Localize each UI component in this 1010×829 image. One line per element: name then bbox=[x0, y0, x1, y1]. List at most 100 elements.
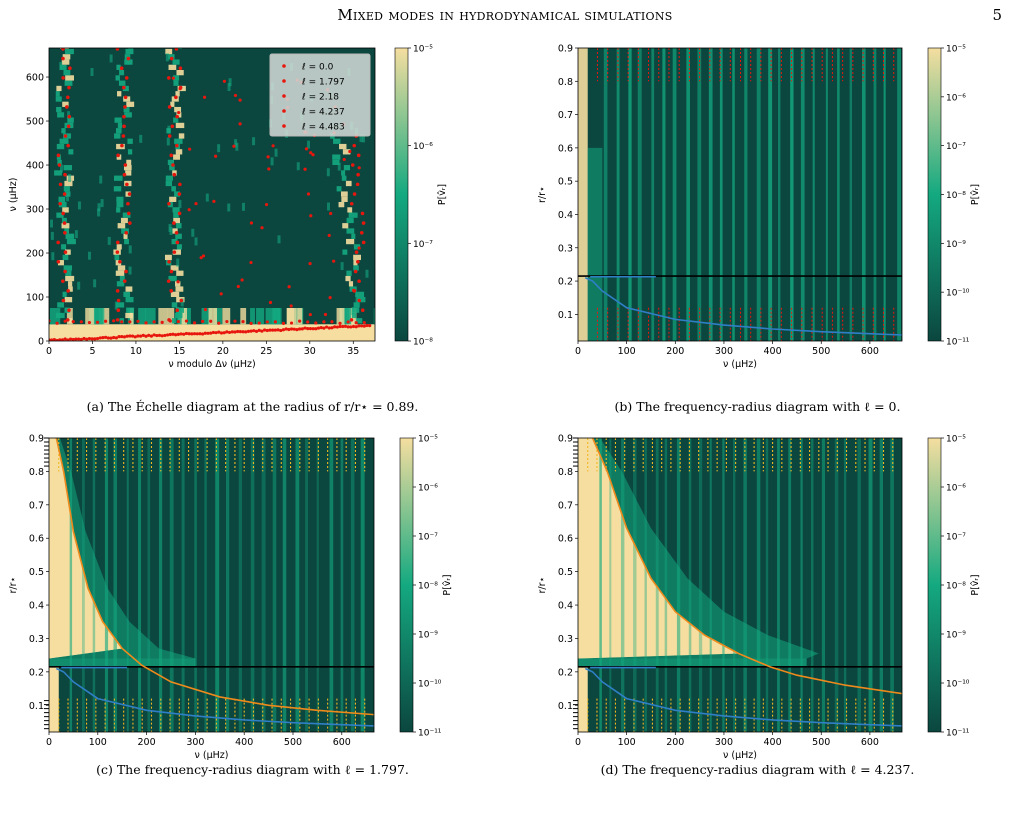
ridge-cell bbox=[63, 165, 73, 171]
mode-marker bbox=[214, 331, 218, 335]
colorbar-tick-label: 10⁻¹⁰ bbox=[946, 289, 970, 299]
colorbar-tick-label: 10⁻⁸ bbox=[946, 191, 966, 201]
ridge-cell bbox=[68, 149, 74, 155]
mode-marker bbox=[361, 240, 366, 245]
mode-marker bbox=[304, 147, 309, 151]
ridge-cell bbox=[114, 133, 121, 139]
scatter-cell bbox=[178, 200, 182, 209]
ridge-cell bbox=[339, 143, 347, 150]
mode-marker bbox=[308, 326, 313, 331]
mode-marker bbox=[63, 250, 68, 254]
mode-ridge bbox=[834, 438, 839, 732]
panel-c: 0 100 200 300 400 500 600 0.1 0.2 0.3 0.4 0.5 0.6 0.7… bbox=[8, 434, 453, 762]
orange-curve bbox=[55, 438, 374, 716]
mode-ridge bbox=[633, 438, 637, 732]
scatter-cell bbox=[68, 174, 72, 183]
legend-marker bbox=[282, 109, 286, 113]
mode-marker bbox=[279, 328, 283, 333]
ridge-cell bbox=[174, 312, 183, 319]
mode-marker bbox=[356, 153, 361, 158]
x-tick-label: 600 bbox=[333, 737, 351, 748]
colorbar-tick-label: 10⁻⁵ bbox=[946, 435, 966, 445]
mode-marker bbox=[203, 331, 207, 335]
mode-ridge bbox=[215, 438, 220, 732]
ridge-cell bbox=[59, 138, 69, 144]
ridge-cell bbox=[61, 59, 70, 65]
ridge-cell bbox=[115, 75, 120, 81]
mode-ridge bbox=[686, 48, 690, 341]
band-cell bbox=[201, 308, 212, 325]
mode-marker bbox=[169, 56, 174, 61]
x-tick-label: 300 bbox=[715, 737, 733, 748]
mode-marker bbox=[276, 328, 280, 332]
y-tick-label: 0.2 bbox=[558, 277, 573, 288]
mode-marker bbox=[61, 298, 66, 303]
band-cell bbox=[93, 308, 105, 325]
mode-marker bbox=[128, 221, 132, 225]
y-tick-label: 0.1 bbox=[558, 701, 573, 712]
band-cell bbox=[346, 308, 357, 325]
scatter-cell bbox=[50, 219, 54, 228]
mode-marker bbox=[57, 163, 62, 167]
y-axis-label: r/r⋆ bbox=[537, 186, 548, 203]
mode-marker bbox=[194, 202, 198, 206]
mode-marker bbox=[333, 325, 337, 329]
mode-marker bbox=[139, 334, 143, 338]
ridge-cell bbox=[116, 281, 125, 287]
mode-marker bbox=[55, 338, 59, 341]
y-tick-label: 0.3 bbox=[29, 634, 44, 645]
mode-marker bbox=[118, 260, 122, 264]
mode-marker bbox=[63, 337, 67, 341]
mode-marker bbox=[165, 333, 170, 337]
colorbar-tick-label: 10⁻⁸ bbox=[418, 582, 438, 592]
y-tick-label: 300 bbox=[26, 205, 44, 216]
mode-marker bbox=[219, 292, 223, 296]
ridge-cell bbox=[355, 291, 365, 298]
mode-ridge bbox=[708, 48, 713, 341]
y-tick-label: 0.2 bbox=[29, 667, 44, 678]
mode-marker bbox=[330, 326, 334, 330]
colorbar-tick-label: 10⁻⁹ bbox=[418, 631, 438, 641]
mode-marker bbox=[160, 334, 164, 338]
mode-marker bbox=[289, 304, 293, 308]
mode-marker bbox=[62, 221, 67, 225]
ridge-cell bbox=[56, 85, 62, 92]
y-tick-label: 400 bbox=[26, 161, 44, 172]
ridge-cell bbox=[57, 159, 62, 166]
mode-marker bbox=[116, 308, 121, 313]
ridge-cell bbox=[63, 265, 73, 271]
ridge-cell bbox=[127, 149, 133, 155]
mode-marker bbox=[306, 320, 310, 324]
mode-marker bbox=[103, 335, 108, 339]
y-tick-label: 0.8 bbox=[558, 467, 573, 478]
ridge-cell bbox=[123, 106, 130, 113]
ridge-cell bbox=[64, 180, 73, 187]
mode-marker bbox=[295, 328, 299, 332]
x-tick-label: 0 bbox=[46, 346, 52, 357]
mode-marker bbox=[323, 312, 328, 317]
mode-marker bbox=[241, 320, 245, 324]
ridge-cell bbox=[113, 186, 122, 192]
x-tick-label: 500 bbox=[812, 346, 830, 357]
mode-marker bbox=[172, 172, 177, 177]
mode-marker bbox=[170, 124, 175, 129]
ridge-cell bbox=[68, 286, 73, 292]
ridge-cell bbox=[65, 75, 74, 81]
mode-marker bbox=[246, 329, 251, 333]
scatter-cell bbox=[128, 245, 132, 254]
mode-marker bbox=[90, 337, 94, 341]
mode-marker bbox=[211, 330, 215, 335]
ridge-cell bbox=[56, 106, 62, 113]
legend-entry: ℓ = 0.0 bbox=[301, 63, 334, 73]
ridge-cell bbox=[167, 159, 175, 166]
mode-ridge bbox=[620, 438, 625, 732]
mode-marker bbox=[352, 192, 357, 196]
band-cell bbox=[222, 308, 231, 325]
ridge-cell bbox=[68, 318, 73, 324]
mode-ridge bbox=[744, 48, 748, 341]
mode-marker bbox=[128, 320, 132, 324]
ridge-cell bbox=[116, 302, 125, 308]
mode-ridge bbox=[282, 438, 287, 732]
ridge-cell bbox=[341, 175, 347, 181]
band-cell bbox=[286, 308, 297, 325]
